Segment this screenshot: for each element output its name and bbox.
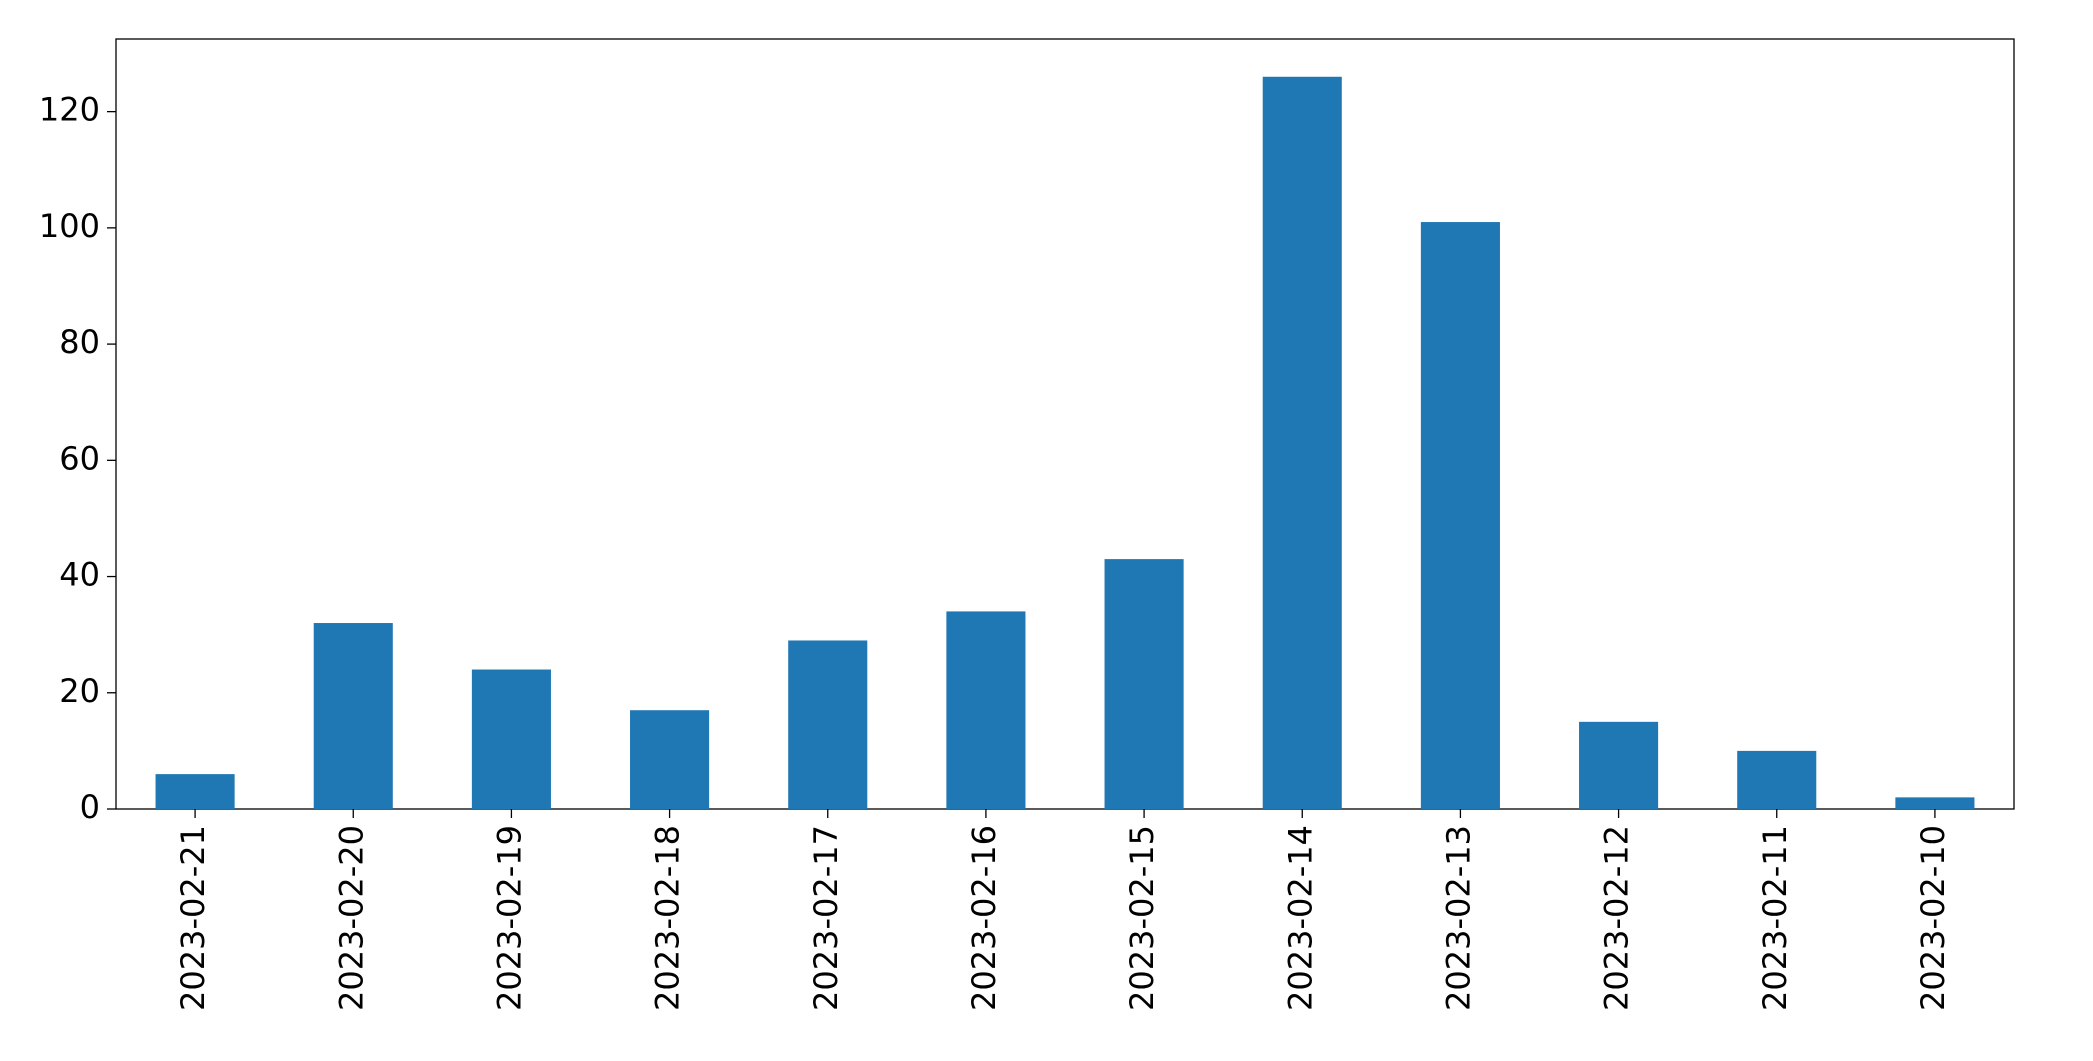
y-tick-label: 0 bbox=[80, 788, 100, 826]
bar bbox=[1579, 721, 1659, 809]
bar bbox=[1104, 559, 1184, 809]
bar bbox=[630, 710, 710, 809]
x-tick-label: 2023-02-14 bbox=[1281, 825, 1319, 1011]
x-tick-label: 2023-02-18 bbox=[649, 825, 687, 1011]
x-tick-label: 2023-02-11 bbox=[1756, 825, 1794, 1011]
bar bbox=[155, 774, 235, 809]
y-tick-label: 60 bbox=[59, 439, 100, 477]
x-tick-label: 2023-02-19 bbox=[490, 825, 528, 1011]
bar bbox=[1737, 750, 1817, 809]
y-tick-label: 80 bbox=[59, 323, 100, 361]
x-tick-label: 2023-02-21 bbox=[174, 825, 212, 1011]
y-tick-label: 40 bbox=[59, 556, 100, 594]
plot-frame bbox=[115, 38, 2015, 810]
y-tick-label: 120 bbox=[39, 91, 100, 129]
x-tick-label: 2023-02-16 bbox=[965, 825, 1003, 1011]
x-tick-label: 2023-02-20 bbox=[332, 825, 370, 1011]
x-tick-label: 2023-02-12 bbox=[1598, 825, 1636, 1011]
x-tick-label: 2023-02-15 bbox=[1123, 825, 1161, 1011]
x-tick-label: 2023-02-10 bbox=[1914, 825, 1952, 1011]
y-tick-label: 20 bbox=[59, 672, 100, 710]
y-tick-label: 100 bbox=[39, 207, 100, 245]
bar bbox=[313, 623, 393, 809]
bar bbox=[1262, 76, 1342, 810]
bar bbox=[1420, 222, 1500, 809]
bar bbox=[471, 669, 551, 809]
bar bbox=[1895, 797, 1975, 809]
x-tick-label: 2023-02-13 bbox=[1439, 825, 1477, 1011]
x-tick-label: 2023-02-17 bbox=[807, 825, 845, 1011]
bar bbox=[946, 611, 1026, 809]
bar bbox=[788, 640, 868, 809]
